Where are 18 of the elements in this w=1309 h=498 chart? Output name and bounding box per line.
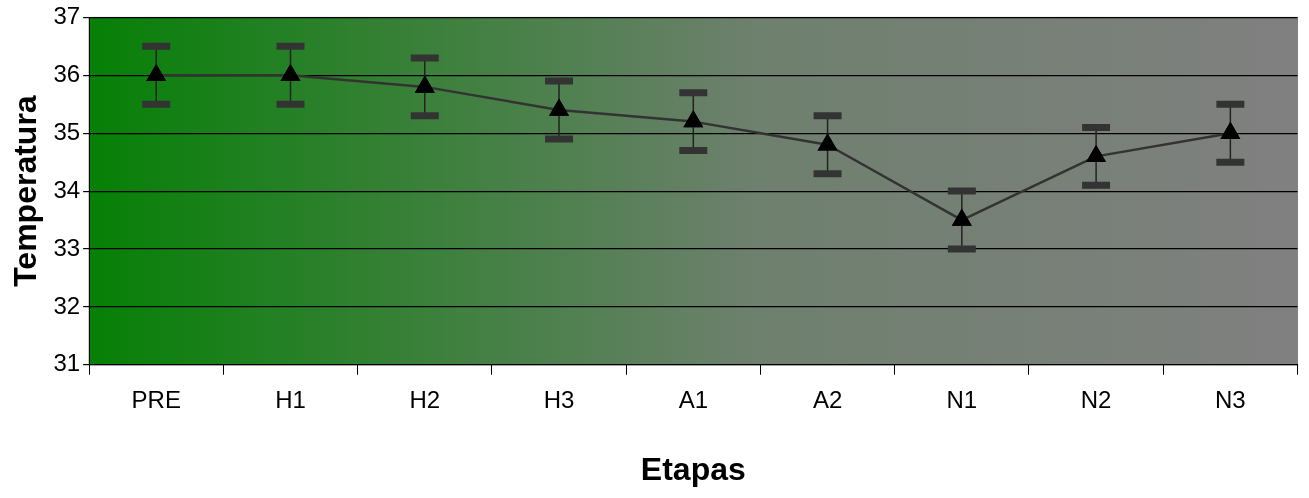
x-tick-label: H1: [275, 385, 306, 413]
x-tick-label: H3: [543, 385, 575, 413]
x-tick-label: PRE: [131, 385, 181, 413]
x-tick-label: A1: [678, 385, 708, 413]
x-tick-label: N3: [1215, 385, 1246, 413]
x-axis-title: Etapas: [640, 450, 746, 487]
y-tick-label: 36: [53, 59, 81, 87]
x-tick-label: A2: [812, 385, 843, 413]
y-axis-title: Temperatura: [7, 95, 44, 287]
x-tick-label: H2: [409, 385, 441, 413]
y-tick-label: 32: [53, 291, 81, 319]
y-tick-label: 31: [53, 349, 81, 377]
y-tick-label: 35: [53, 117, 81, 145]
y-tick-label: 37: [53, 2, 81, 30]
x-tick-label: N1: [946, 385, 978, 413]
x-tick-label: N2: [1080, 385, 1112, 413]
y-tick-label: 33: [53, 233, 81, 261]
y-tick-label: 34: [53, 175, 81, 203]
